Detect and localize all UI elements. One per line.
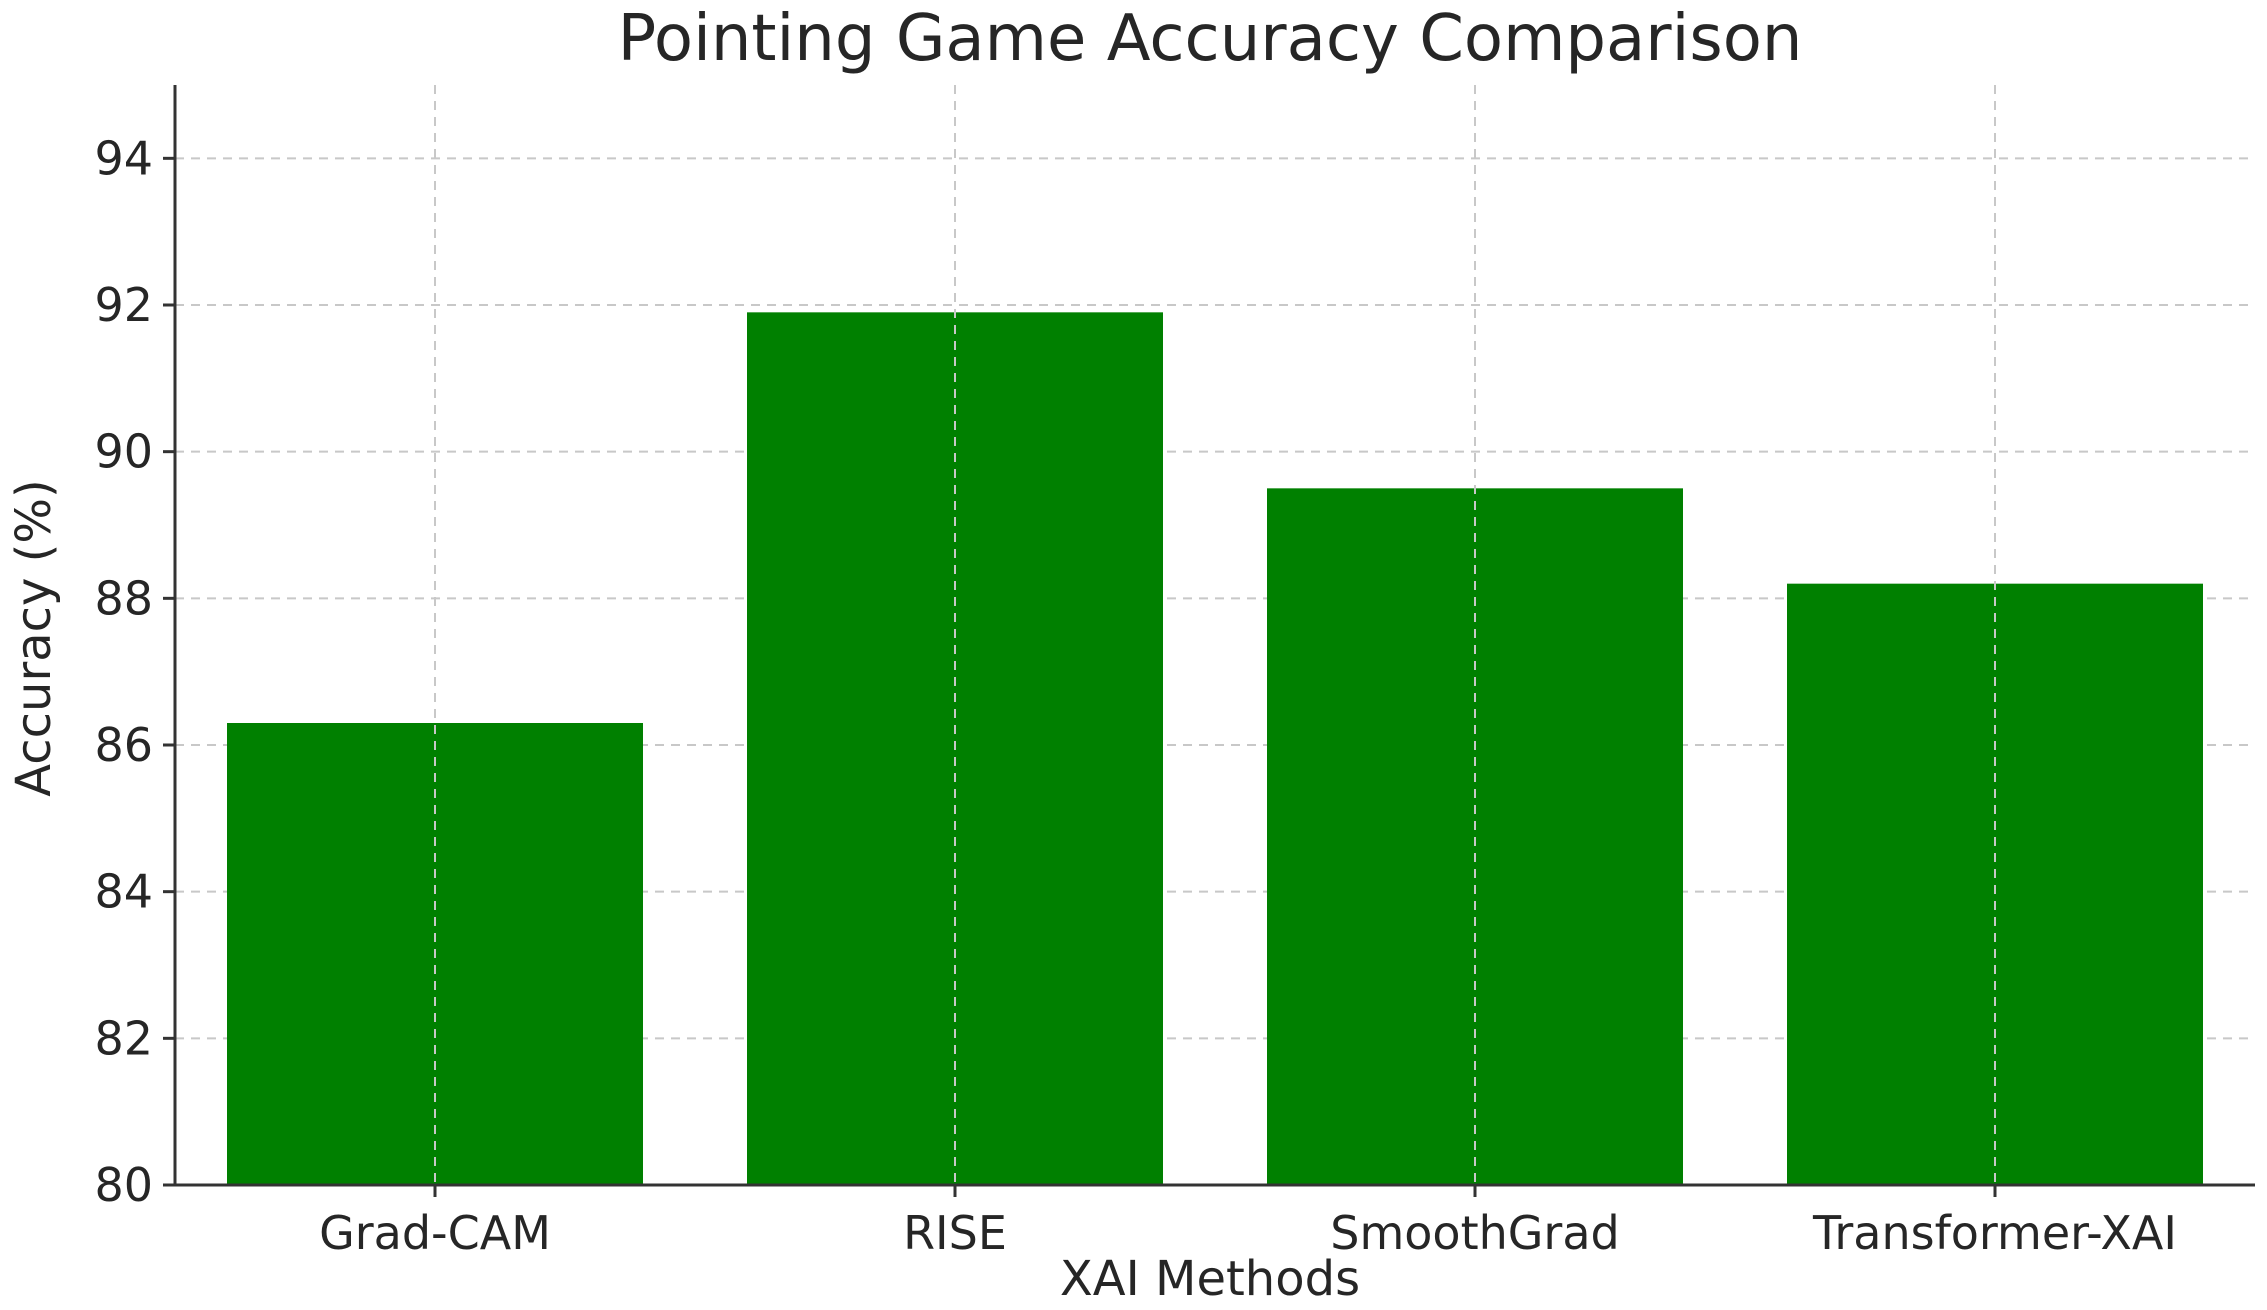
- y-tick-label: 94: [94, 131, 153, 185]
- x-tick-label: Transformer-XAI: [1812, 1206, 2177, 1260]
- x-tick-label: SmoothGrad: [1330, 1206, 1619, 1260]
- y-tick-label: 86: [94, 718, 153, 772]
- y-axis-label: Accuracy (%): [6, 479, 62, 796]
- x-tick-label: Grad-CAM: [319, 1206, 551, 1260]
- tick-labels: 80 82 84 86 88 90 92 94 Grad-CAM RISE SmoothGrad Tr…: [94, 131, 2177, 1260]
- bars: [227, 85, 2203, 1185]
- y-tick-label: 88: [94, 571, 153, 625]
- x-axis-label: XAI Methods: [1060, 1251, 1360, 1307]
- y-tick-label: 84: [94, 865, 153, 919]
- axes: [163, 85, 2255, 1197]
- y-tick-label: 82: [94, 1011, 153, 1065]
- y-tick-label: 90: [94, 425, 153, 479]
- x-tick-label: RISE: [903, 1206, 1007, 1260]
- y-tick-label: 92: [94, 278, 153, 332]
- y-tick-label: 80: [94, 1158, 153, 1212]
- chart-title: Pointing Game Accuracy Comparison: [618, 2, 1803, 76]
